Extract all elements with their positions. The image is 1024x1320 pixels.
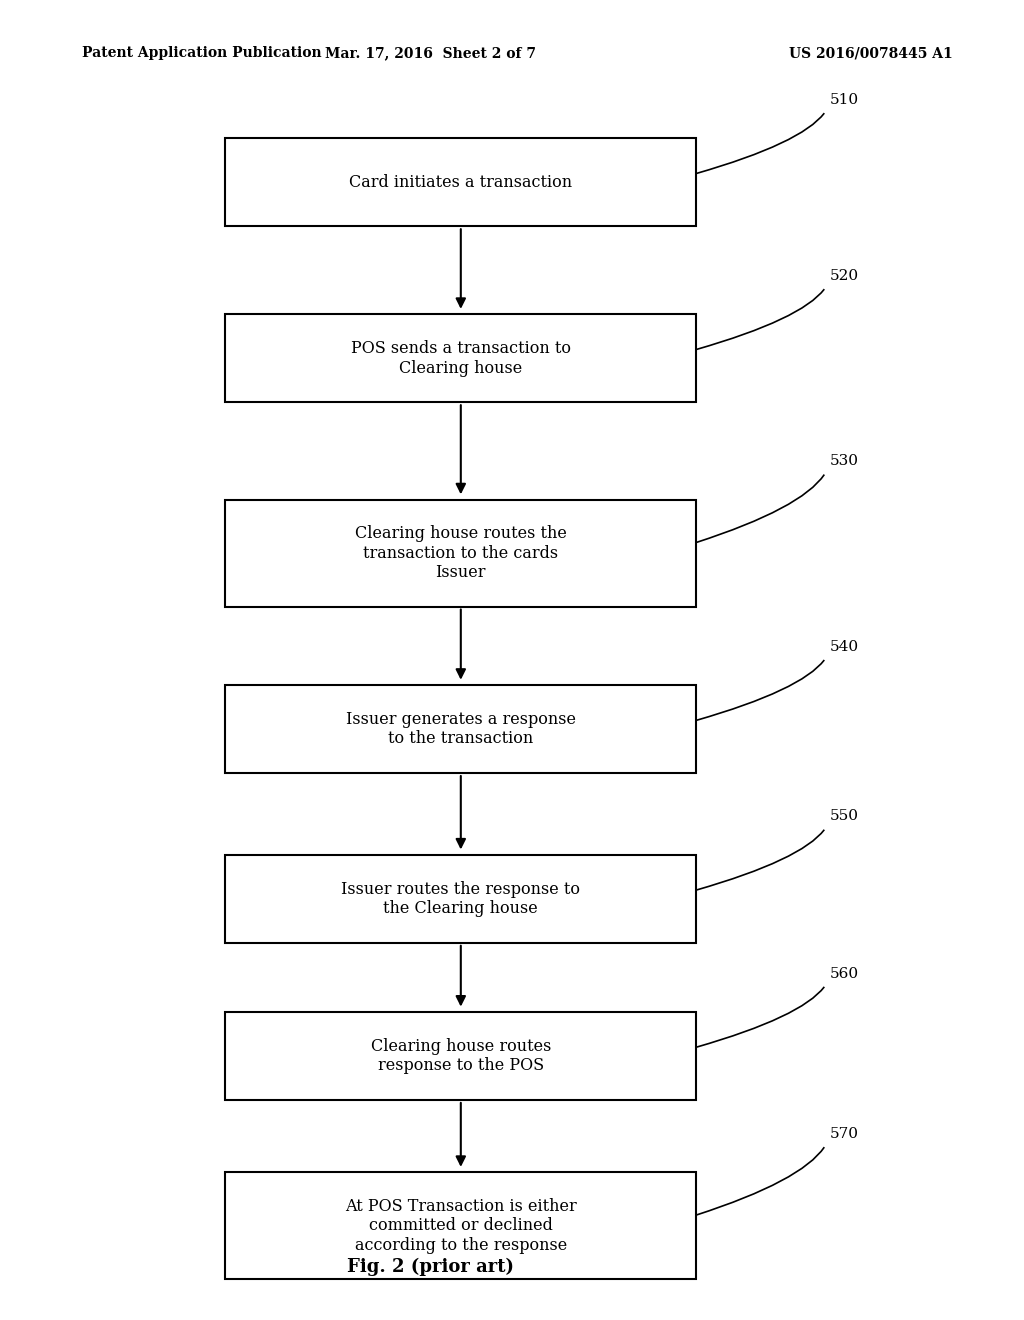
Text: Issuer routes the response to
the Clearing house: Issuer routes the response to the Cleari… [341,880,581,917]
Text: 560: 560 [829,966,858,981]
Text: Mar. 17, 2016  Sheet 2 of 7: Mar. 17, 2016 Sheet 2 of 7 [325,46,536,61]
Text: 510: 510 [829,92,858,107]
FancyBboxPatch shape [225,314,696,403]
Text: Fig. 2 (prior art): Fig. 2 (prior art) [346,1258,514,1276]
Text: Patent Application Publication: Patent Application Publication [82,46,322,61]
Text: Card initiates a transaction: Card initiates a transaction [349,174,572,191]
FancyBboxPatch shape [225,685,696,774]
Text: Issuer generates a response
to the transaction: Issuer generates a response to the trans… [346,711,575,747]
Text: 550: 550 [829,809,858,824]
FancyBboxPatch shape [225,1172,696,1279]
Text: 570: 570 [829,1127,858,1140]
Text: 520: 520 [829,269,858,282]
Text: POS sends a transaction to
Clearing house: POS sends a transaction to Clearing hous… [351,341,570,376]
FancyBboxPatch shape [225,500,696,607]
Text: Clearing house routes
response to the POS: Clearing house routes response to the PO… [371,1038,551,1074]
Text: 540: 540 [829,640,858,653]
Text: US 2016/0078445 A1: US 2016/0078445 A1 [788,46,952,61]
Text: Clearing house routes the
transaction to the cards
Issuer: Clearing house routes the transaction to… [355,525,566,581]
Text: 530: 530 [829,454,858,469]
FancyBboxPatch shape [225,855,696,942]
Text: At POS Transaction is either
committed or declined
according to the response: At POS Transaction is either committed o… [345,1197,577,1254]
FancyBboxPatch shape [225,1012,696,1100]
FancyBboxPatch shape [225,139,696,226]
